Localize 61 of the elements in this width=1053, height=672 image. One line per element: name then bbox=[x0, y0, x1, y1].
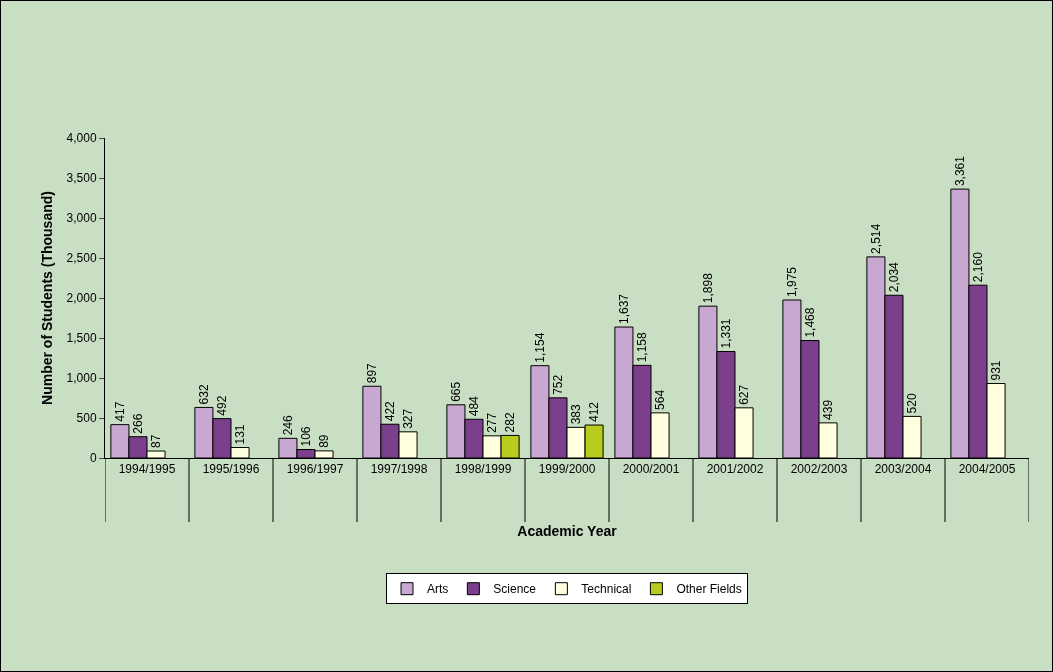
data-label: 2,034 bbox=[886, 261, 901, 293]
data-label: 246 bbox=[280, 414, 295, 436]
data-label: 3,361 bbox=[952, 155, 967, 187]
x-tick-label: 2002/2003 bbox=[790, 462, 848, 477]
data-label: 87 bbox=[149, 434, 164, 449]
data-label: 931 bbox=[989, 360, 1004, 381]
x-tick-label: 1995/1996 bbox=[202, 462, 260, 477]
legend-label: Technical bbox=[581, 582, 632, 597]
legend-label: Arts bbox=[427, 582, 449, 597]
data-label: 2,514 bbox=[868, 223, 883, 254]
x-axis-title: Academic Year bbox=[517, 522, 618, 539]
x-tick-label: 1998/1999 bbox=[454, 462, 512, 477]
data-label: 897 bbox=[364, 362, 379, 384]
data-label: 492 bbox=[214, 395, 229, 416]
y-tick-label: 1,500 bbox=[66, 331, 97, 346]
y-tick-label: 2,000 bbox=[66, 291, 97, 306]
data-label: 627 bbox=[737, 384, 752, 405]
y-tick-label: 2,500 bbox=[66, 251, 97, 266]
data-label: 520 bbox=[905, 393, 920, 414]
data-label: 1,331 bbox=[718, 318, 733, 349]
data-label: 484 bbox=[466, 395, 481, 417]
data-label: 89 bbox=[317, 434, 332, 448]
data-label: 282 bbox=[503, 412, 518, 433]
data-label: 1,468 bbox=[802, 307, 817, 338]
data-label: 564 bbox=[653, 389, 668, 410]
x-tick-label: 1996/1997 bbox=[286, 462, 344, 477]
data-label: 1,898 bbox=[700, 272, 715, 304]
data-label: 1,975 bbox=[784, 266, 799, 297]
data-label: 417 bbox=[112, 401, 127, 422]
x-tick-label: 2001/2002 bbox=[706, 462, 764, 477]
data-label: 422 bbox=[382, 400, 397, 422]
y-axis-title: Number of Students (Thousand) bbox=[39, 191, 56, 405]
data-label: 439 bbox=[821, 399, 836, 420]
x-tick-label: 1994/1995 bbox=[118, 462, 176, 477]
x-tick-label: 1999/2000 bbox=[538, 462, 596, 477]
legend-label: Other Fields bbox=[676, 582, 742, 597]
x-tick-label: 2004/2005 bbox=[958, 462, 1016, 477]
data-label: 383 bbox=[569, 404, 584, 425]
data-label: 1,158 bbox=[634, 332, 649, 363]
data-label: 412 bbox=[587, 401, 602, 423]
y-tick-label: 500 bbox=[76, 411, 97, 426]
legend-label: Science bbox=[493, 582, 537, 597]
x-tick-label: 2003/2004 bbox=[874, 462, 932, 477]
y-tick-label: 1,000 bbox=[66, 371, 97, 386]
data-label: 327 bbox=[401, 408, 416, 429]
data-label: 632 bbox=[196, 384, 211, 405]
data-label: 106 bbox=[298, 426, 313, 447]
data-label: 1,154 bbox=[532, 332, 547, 363]
y-tick-label: 4,000 bbox=[66, 131, 97, 146]
data-label: 277 bbox=[485, 412, 500, 433]
data-label: 131 bbox=[233, 424, 248, 445]
data-label: 2,160 bbox=[970, 251, 985, 283]
x-tick-label: 2000/2001 bbox=[622, 462, 680, 477]
y-tick-label: 3,500 bbox=[66, 171, 97, 186]
x-tick-label: 1997/1998 bbox=[370, 462, 428, 477]
data-label: 665 bbox=[448, 381, 463, 402]
data-label: 1,637 bbox=[616, 293, 631, 325]
y-tick-label: 0 bbox=[89, 451, 97, 466]
y-tick-label: 3,000 bbox=[66, 211, 97, 226]
data-label: 752 bbox=[550, 374, 565, 395]
data-label: 266 bbox=[130, 413, 145, 434]
